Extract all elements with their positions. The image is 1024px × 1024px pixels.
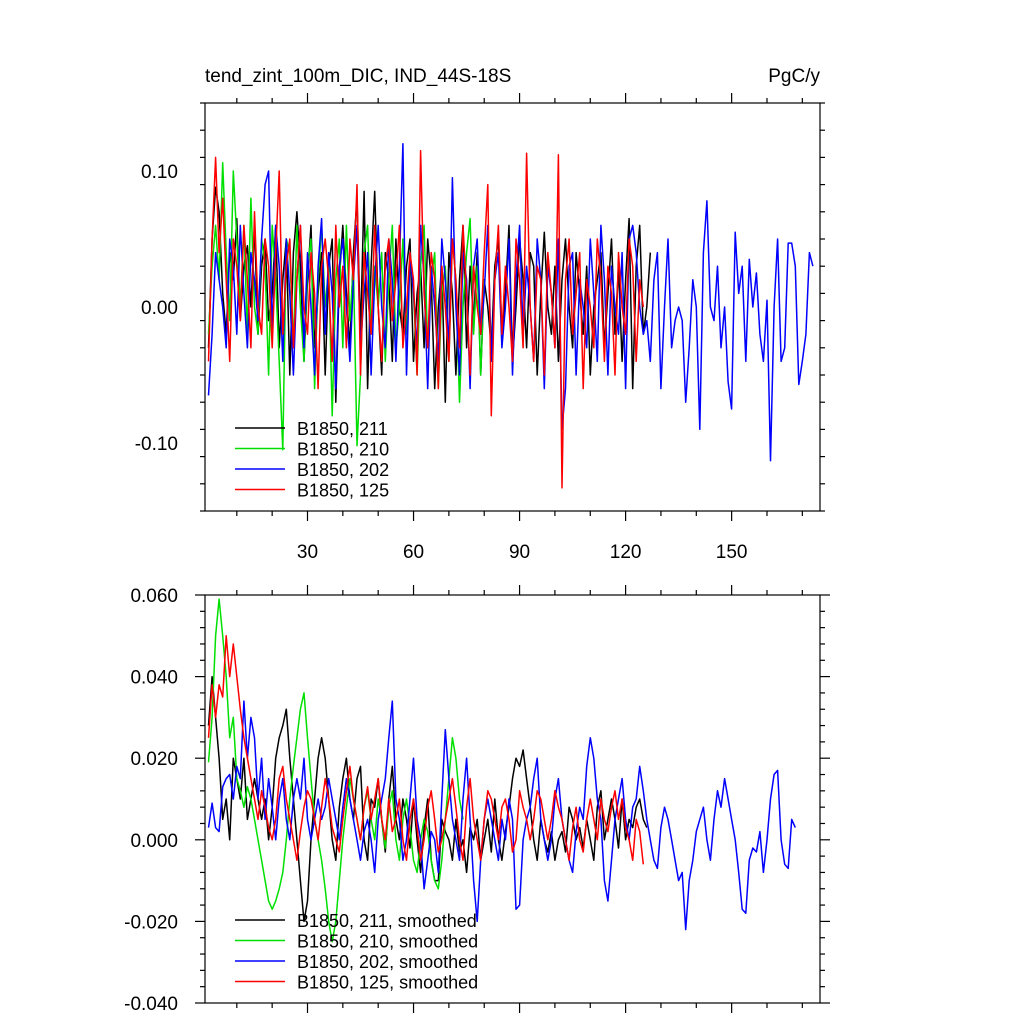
series-line-b1850-125 [207,149,645,489]
x-tick-label: 30 [297,542,318,563]
y-tick-label: 0.040 [130,668,178,689]
series-line-b1850-210-smoothed [207,598,464,943]
series-group [207,598,796,943]
y-tick-label: 0.020 [130,749,178,770]
legend-label: B1850, 210 [297,440,389,460]
legend-label: B1850, 210, smoothed [297,932,478,952]
series-line-b1850-211-smoothed [207,675,648,923]
y-tick-label: 0.10 [141,162,178,183]
top-chart-title: tend_zint_100m_DIC, IND_44S-18S [205,66,511,87]
x-tick-label: 120 [610,542,642,563]
legend-label: B1850, 202 [297,460,389,480]
top-chart-units: PgC/y [768,66,820,87]
y-tick-label: -0.10 [135,434,178,455]
y-tick-label: -0.020 [124,912,178,933]
legend-label: B1850, 125 [297,481,389,501]
y-tick-label: 0.060 [130,586,178,607]
panel-2: -0.040 -0.020 0.000 0.020 0.040 0.060 B1850, 2… [124,585,830,1015]
y-tick-label: 0.000 [130,831,178,852]
y-tick-label: 0.00 [141,298,178,319]
y-tick-label: -0.040 [124,994,178,1015]
legend-label: B1850, 125, smoothed [297,973,478,993]
x-tick-label: 90 [509,542,530,563]
series-group [207,143,814,489]
plot-frame [204,594,821,1004]
legend-label: B1850, 211 [297,419,388,439]
legend-label: B1850, 211, smoothed [297,911,477,931]
series-line-b1850-202 [207,143,814,462]
x-tick-label: 60 [403,542,424,563]
legend-label: B1850, 202, smoothed [297,952,478,972]
x-tick-label: 150 [716,542,748,563]
series-line-b1850-125-smoothed [207,635,645,865]
plot-frame [204,102,821,512]
